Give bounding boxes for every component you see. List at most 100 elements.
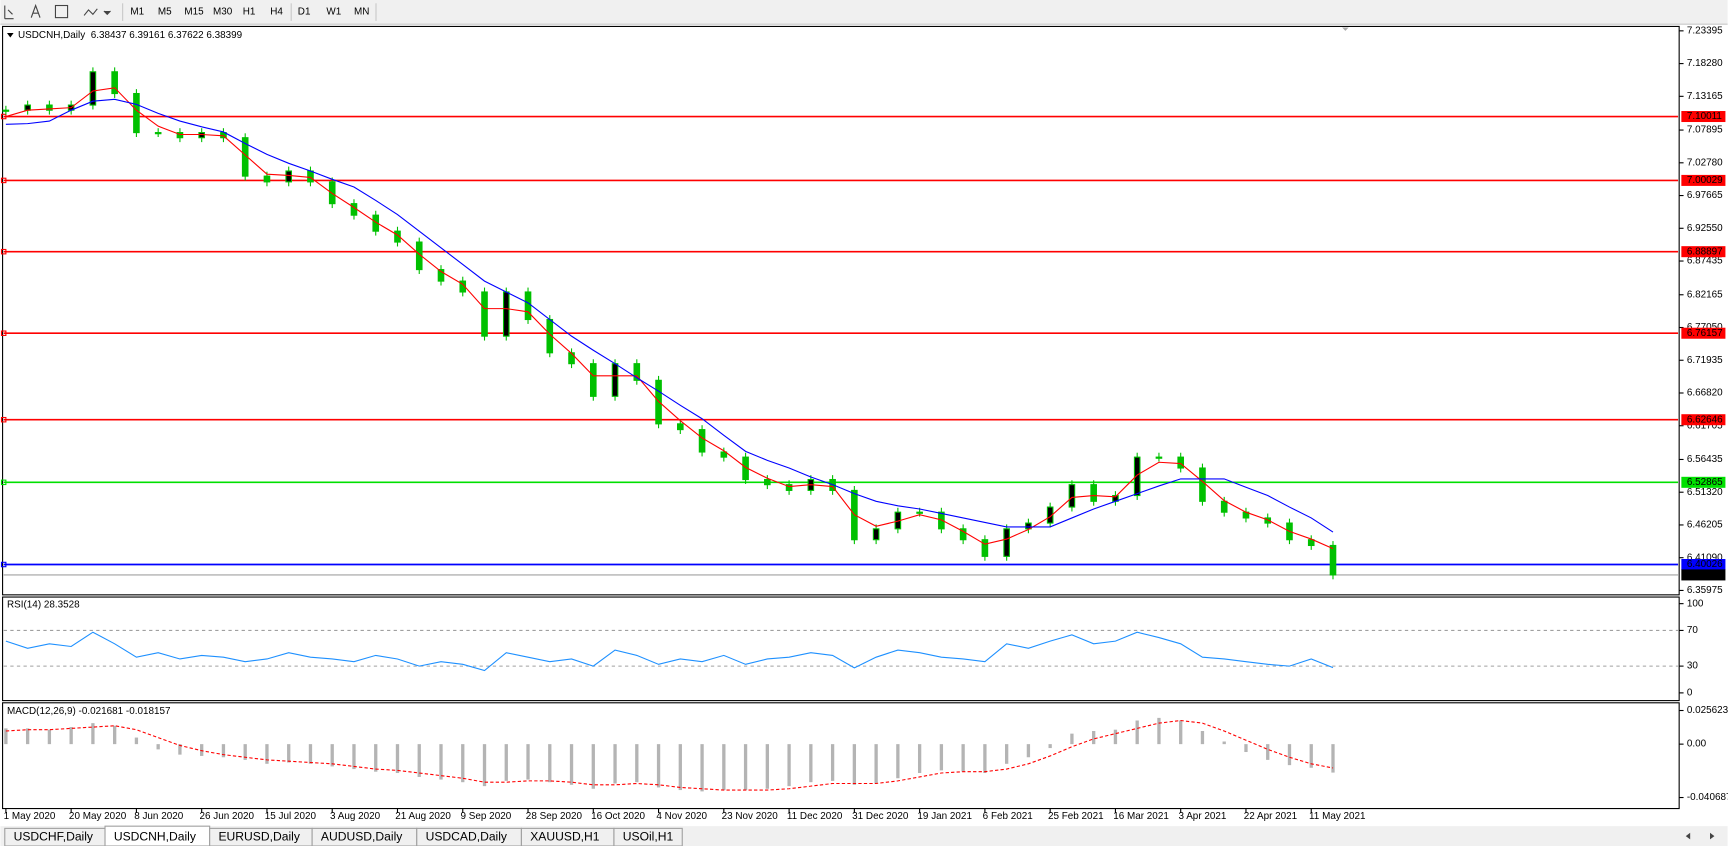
macd-bar — [25, 728, 30, 745]
candle-body — [1046, 506, 1054, 524]
candle-body — [502, 291, 510, 337]
level-price-label: 6.62646 — [1687, 414, 1723, 425]
macd-bar — [548, 744, 552, 783]
ohlc-values: 6.38437 6.39161 6.37622 6.38399 — [91, 30, 243, 41]
macd-bar — [113, 725, 117, 745]
macd-bar — [439, 744, 443, 780]
timeframe-button[interactable]: MN — [354, 7, 369, 18]
y-tick-label: 0 — [1687, 688, 1693, 699]
candle-body — [1177, 456, 1185, 469]
y-tick-label: 100 — [1687, 598, 1704, 609]
tab[interactable] — [613, 827, 683, 846]
x-tick-label: 15 Jul 2020 — [265, 811, 317, 822]
macd-bar — [47, 729, 52, 745]
y-tick-label: 6.97665 — [1687, 190, 1723, 201]
tab-label[interactable]: AUDUSD,Daily — [321, 829, 403, 843]
candle-body — [89, 71, 97, 106]
candle-body — [263, 175, 271, 183]
x-tick-label: 8 Jun 2020 — [134, 811, 184, 822]
macd-bar — [265, 744, 269, 764]
macd-bar — [787, 744, 791, 787]
shapes-icon[interactable] — [83, 8, 98, 16]
candle-body — [785, 484, 793, 491]
candle-body — [1090, 484, 1097, 502]
crosshair-icon[interactable] — [4, 5, 14, 20]
candle-body — [633, 363, 641, 381]
macd-bar — [656, 744, 661, 788]
timeframe-button[interactable]: M5 — [158, 7, 172, 18]
y-tick-label: 30 — [1687, 661, 1699, 672]
y-tick-label: 7.07895 — [1687, 125, 1723, 136]
candle-body — [154, 132, 162, 135]
macd-bar — [830, 744, 835, 781]
moving-average — [5, 87, 1334, 550]
macd-bar — [1287, 744, 1292, 766]
macd-bar — [243, 744, 247, 760]
level-price-box — [1681, 327, 1726, 339]
y-tick-label: 0.00 — [1687, 739, 1707, 750]
macd-bar — [352, 744, 356, 770]
tab-label[interactable]: USOil,H1 — [623, 829, 674, 843]
y-tick-label: -0.040687 — [1687, 792, 1728, 803]
macd-bar — [156, 744, 160, 750]
macd-bar — [591, 744, 595, 789]
y-tick-label: 6.87435 — [1687, 256, 1723, 267]
timeframe-button[interactable]: W1 — [326, 7, 341, 18]
timeframe-button[interactable]: M30 — [213, 7, 233, 18]
y-tick-label: 7.23395 — [1687, 25, 1723, 36]
y-tick-label: 6.66820 — [1687, 388, 1723, 399]
timeframe-buttons: M1 M5 M15 M30 H1 H4 D1 W1 MN — [130, 7, 369, 18]
y-tick-label: 6.35975 — [1687, 585, 1723, 596]
candle-body — [133, 92, 140, 134]
tab-label[interactable]: USDCNH,Daily — [114, 829, 197, 843]
x-tick-label: 22 Apr 2021 — [1244, 811, 1298, 822]
level-price-box — [1681, 476, 1726, 488]
x-tick-label: 16 Oct 2020 — [591, 811, 645, 822]
macd-bar — [1179, 720, 1183, 745]
toolbar — [0, 0, 1728, 25]
tab-label[interactable]: XAUUSD,H1 — [530, 829, 600, 843]
x-tick-label: 1 May 2020 — [4, 811, 56, 822]
macd-bar — [1048, 744, 1052, 749]
tab-label[interactable]: USDCAD,Daily — [426, 829, 508, 843]
x-tick-label: 28 Sep 2020 — [526, 811, 583, 822]
y-tick-label: 6.46205 — [1687, 520, 1723, 531]
timeframe-button[interactable]: D1 — [298, 7, 311, 18]
label-icon[interactable] — [54, 4, 69, 19]
timeframe-button[interactable]: H1 — [243, 7, 256, 18]
level-price-label: 7.10011 — [1687, 111, 1723, 122]
x-tick-label: 6 Feb 2021 — [983, 811, 1034, 822]
tab-label[interactable]: EURUSD,Daily — [218, 829, 300, 843]
candle-body — [24, 104, 31, 111]
macd-bar — [874, 744, 878, 784]
macd-bar — [1309, 744, 1313, 768]
y-tick-label: 6.77050 — [1687, 322, 1723, 333]
macd-bar — [1244, 744, 1248, 753]
level-handle — [0, 479, 7, 486]
drawing-tools[interactable] — [4, 3, 111, 20]
dropdown-icon[interactable] — [103, 10, 111, 16]
macd-bar — [722, 744, 726, 791]
macd-bar — [308, 744, 313, 764]
candle-body — [1220, 500, 1228, 513]
macd-bar — [635, 744, 639, 783]
macd-bar — [1113, 729, 1118, 745]
timeframe-button[interactable]: H4 — [270, 7, 283, 18]
macd-bar — [504, 744, 508, 781]
timeframe-button[interactable]: M15 — [184, 7, 204, 18]
candle-body — [698, 429, 706, 453]
candle-body — [1264, 517, 1272, 524]
level-price-box — [1681, 558, 1726, 571]
shift-marker — [1342, 27, 1349, 31]
x-tick-label: 21 Aug 2020 — [395, 811, 451, 822]
rsi-line — [5, 631, 1334, 672]
tab-label[interactable]: USDCHF,Daily — [14, 829, 94, 843]
macd-bar — [1222, 741, 1226, 745]
text-icon[interactable] — [30, 3, 41, 18]
timeframe-button[interactable]: M1 — [130, 7, 144, 18]
macd-bar — [91, 723, 95, 745]
level-price-label: 6.40026 — [1687, 559, 1723, 570]
x-tick-label: 23 Nov 2020 — [722, 811, 779, 822]
x-tick-label: 11 May 2021 — [1309, 811, 1366, 822]
